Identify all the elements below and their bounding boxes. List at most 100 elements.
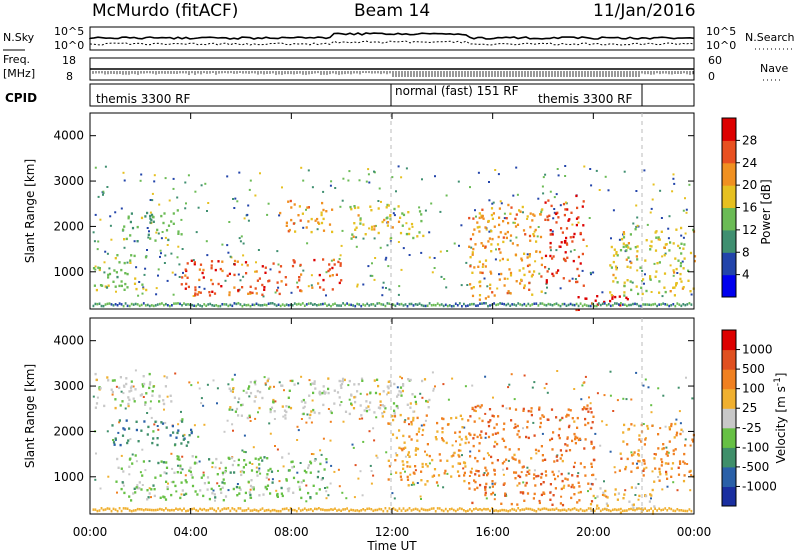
heatmap-cell [446,459,449,462]
heatmap-cell [383,410,386,414]
heatmap-cell [688,302,691,305]
heatmap-cell [391,433,395,436]
heatmap-cell [194,288,197,292]
heatmap-cell [255,261,257,264]
heatmap-cell [561,508,564,512]
heatmap-cell [412,410,415,413]
heatmap-cell [193,261,196,264]
heatmap-cell [459,443,462,446]
heatmap-cell [478,294,482,297]
heatmap-cell [472,444,475,448]
heatmap-cell [169,434,172,437]
heatmap-cell [485,497,488,500]
heatmap-cell [302,226,305,229]
heatmap-cell [258,494,261,497]
heatmap-cell [491,491,495,495]
heatmap-cell [362,440,365,443]
heatmap-cell [181,248,184,250]
heatmap-cell [515,304,518,307]
heatmap-cell [590,184,593,187]
heatmap-cell [373,278,376,281]
heatmap-cell [357,383,360,386]
heatmap-cell [416,447,420,451]
heatmap-cell [610,266,613,269]
heatmap-cell [549,246,552,249]
heatmap-cell [591,421,594,424]
heatmap-cell [385,256,388,259]
heatmap-cell [148,230,150,233]
heatmap-cell [184,207,187,210]
heatmap-cell [387,380,390,383]
heatmap-cell [126,507,129,510]
heatmap-cell [365,400,368,403]
heatmap-cell [426,480,429,483]
heatmap-cell [152,304,155,308]
heatmap-cell [636,507,638,511]
freq-left-tick-top: 18 [62,54,76,67]
noise-right-tick-bottom: 10^0 [706,39,736,52]
heatmap-cell [472,217,475,220]
heatmap-cell [356,283,359,286]
heatmap-cell [285,405,288,408]
heatmap-cell [615,251,618,254]
heatmap-cell [677,244,680,248]
heatmap-cell [454,302,457,305]
heatmap-cell [590,411,593,414]
heatmap-cell [373,411,376,414]
heatmap-cell [659,427,662,430]
heatmap-cell [540,493,543,497]
heatmap-cell [473,479,476,482]
heatmap-cell [450,417,453,420]
heatmap-cell [458,244,460,247]
heatmap-cell [667,237,670,240]
heatmap-cell [412,508,415,511]
heatmap-cell [327,391,330,395]
heatmap-cell [487,240,490,243]
heatmap-cell [622,397,625,400]
heatmap-cell [565,304,568,307]
heatmap-cell [102,193,104,196]
heatmap-cell [350,403,353,407]
heatmap-cell [517,302,520,305]
heatmap-cell [162,495,165,498]
heatmap-cell [311,286,314,289]
heatmap-cell [482,457,486,460]
heatmap-cell [607,189,610,192]
heatmap-cell [672,452,675,456]
heatmap-cell [183,507,185,510]
heatmap-cell [263,456,266,459]
heatmap-cell [195,455,198,459]
heatmap-cell [200,476,203,479]
heatmap-cell [436,430,439,433]
heatmap-cell [584,423,587,427]
heatmap-cell [665,470,668,474]
heatmap-cell [458,430,461,434]
heatmap-cell [573,232,576,236]
heatmap-cell [219,267,222,271]
heatmap-cell [563,508,566,511]
heatmap-cell [624,467,627,471]
heatmap-cell [587,507,590,510]
heatmap-cell [139,394,142,397]
heatmap-cell [386,385,389,388]
heatmap-cell [381,404,384,407]
heatmap-cell [570,496,573,500]
heatmap-cell [450,455,453,458]
heatmap-cell [184,181,187,184]
heatmap-cell [379,404,382,407]
heatmap-cell [437,474,441,477]
heatmap-cell [310,217,313,221]
heatmap-cell [442,304,445,308]
heatmap-cell [152,437,155,440]
heatmap-cell [638,304,640,308]
heatmap-cell [255,470,259,474]
heatmap-cell [376,456,379,459]
heatmap-cell [154,420,157,423]
heatmap-cell [167,508,169,512]
heatmap-cell [460,438,463,441]
heatmap-cell [126,441,129,445]
heatmap-cell [381,294,384,297]
heatmap-cell [227,304,230,308]
heatmap-cell [266,379,269,382]
heatmap-cell [487,295,490,298]
